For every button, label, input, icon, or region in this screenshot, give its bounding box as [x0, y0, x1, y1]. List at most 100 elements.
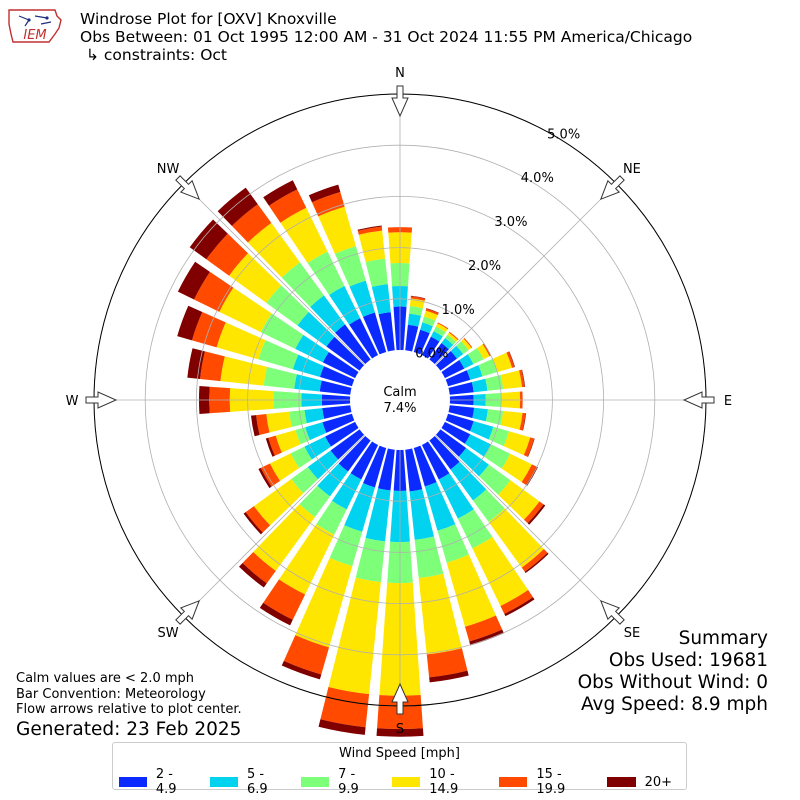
direction-label-NW: NW — [157, 162, 180, 177]
bar-segment-20-0 — [413, 329, 430, 355]
legend-item-3: 10 - 14.9 — [392, 767, 485, 797]
direction-label-SE: SE — [624, 626, 640, 641]
bar-segment-70-0 — [445, 370, 471, 387]
flow-arrow-shape-E — [682, 391, 715, 409]
bar-segment-140-5 — [524, 552, 549, 573]
bar-segment-240-1 — [304, 436, 331, 460]
radial-tick-label-3: 3.0% — [494, 215, 527, 230]
bar-segment-60-1 — [459, 354, 474, 369]
bar-segment-150-1 — [438, 473, 474, 519]
bar-segment-250-0 — [322, 413, 355, 433]
bar-segment-310-5 — [189, 219, 228, 260]
bar-segment-210-3 — [278, 524, 335, 595]
grid-spoke-45 — [435, 183, 617, 365]
bar-segment-350-3 — [358, 230, 386, 263]
legend-label-0: 2 - 4.9 — [155, 767, 177, 797]
bar-segment-200-3 — [295, 557, 353, 648]
bar-segment-320-5 — [217, 187, 258, 226]
bar-segment-110-5 — [527, 438, 535, 457]
bar-segment-110-0 — [445, 413, 474, 432]
bar-segment-30-1 — [430, 331, 443, 342]
bar-segment-120-4 — [521, 464, 537, 485]
bar-segment-290-5 — [177, 305, 203, 341]
bar-segment-320-3 — [247, 222, 300, 278]
flow-arrows-note: Flow arrows relative to plot center. — [16, 702, 242, 717]
bar-segment-350-1 — [371, 284, 391, 315]
radial-tick-label-2: 2.0% — [468, 259, 501, 274]
bar-segment-50-1 — [450, 345, 464, 359]
flow-arrow-SE — [599, 599, 625, 625]
bar-segment-150-4 — [500, 590, 534, 614]
bar-segment-300-1 — [295, 334, 329, 363]
bar-segment-20-1 — [420, 322, 433, 334]
flow-arrow-E — [682, 391, 715, 409]
bar-segment-140-0 — [429, 435, 460, 470]
bar-segment-130-1 — [458, 448, 489, 477]
bar-segment-70-4 — [506, 351, 515, 368]
windrose-chart: 0.0% 1.0% 2.0% 3.0% 4.0% 5.0% N NE E SE S SW W NW Calm… — [66, 66, 733, 737]
bar-segment-100-5 — [522, 413, 527, 431]
bar-segment-200-0 — [363, 445, 387, 488]
bar-segment-210-1 — [331, 473, 362, 510]
bar-segment-40-1 — [441, 338, 454, 350]
summary-heading: Summary — [678, 628, 768, 649]
bar-segment-350-5 — [357, 225, 382, 231]
bar-segment-310-3 — [229, 253, 282, 303]
bar-segment-340-4 — [311, 191, 345, 217]
bar-segment-120-3 — [501, 453, 532, 483]
bar-segment-110-3 — [503, 431, 531, 456]
bar-segment-290-1 — [292, 354, 324, 378]
logo-text: IEM — [23, 28, 46, 43]
bar-segment-240-5 — [258, 467, 272, 489]
legend-label-3: 10 - 14.9 — [429, 767, 459, 797]
bar-segment-150-2 — [457, 509, 493, 549]
bar-segment-140-4 — [521, 549, 548, 572]
bar-segment-190-4 — [320, 686, 370, 728]
bar-segment-160-5 — [469, 629, 504, 646]
bar-segment-250-1 — [305, 422, 327, 441]
bar-segment-70-1 — [466, 365, 483, 380]
bar-segment-140-2 — [473, 489, 505, 523]
bar-segment-220-4 — [242, 551, 276, 584]
bar-segment-240-4 — [260, 463, 281, 487]
bar-segment-160-2 — [437, 524, 469, 563]
flow-arrow-W — [85, 391, 118, 409]
flow-arrow-shape-NW — [175, 175, 201, 201]
bar-segment-70-2 — [478, 358, 498, 377]
bar-segment-320-1 — [310, 295, 346, 333]
bar-segment-70-5 — [508, 351, 515, 368]
calm-label: Calm — [383, 385, 416, 400]
bar-segment-260-4 — [256, 414, 270, 436]
bar-segment-340-1 — [349, 280, 375, 317]
bar-segment-170-0 — [405, 448, 423, 492]
bar-segment-10-1 — [407, 313, 422, 327]
bar-segment-80-3 — [500, 370, 523, 390]
bar-segment-190-1 — [365, 488, 391, 542]
bar-segment-170-4 — [426, 648, 468, 678]
bar-segment-120-1 — [464, 434, 491, 457]
summary-avg-speed: Avg Speed: 8.9 mph — [580, 694, 768, 715]
bar-segment-50-3 — [461, 338, 472, 351]
bar-segment-230-0 — [330, 429, 365, 460]
direction-label-NE: NE — [623, 162, 641, 177]
bar-segment-310-1 — [297, 311, 335, 347]
bar-segment-200-5 — [281, 660, 322, 680]
grid-spoke-225 — [183, 435, 365, 617]
flow-arrow-NW — [175, 175, 201, 201]
bar-segment-10-4 — [410, 296, 426, 301]
flow-arrow-SW — [175, 599, 201, 625]
label-layer: 0.0% 1.0% 2.0% 3.0% 4.0% 5.0% N NE E SE S SW W NW Calm… — [66, 66, 733, 737]
bar-segment-220-1 — [317, 463, 349, 497]
direction-label-S: S — [396, 722, 404, 737]
bar-segment-200-4 — [283, 635, 330, 675]
bar-segment-220-0 — [338, 435, 371, 472]
bar-segment-290-3 — [216, 322, 266, 360]
bar-segment-150-3 — [472, 536, 529, 606]
bar-segment-80-5 — [521, 369, 526, 387]
bar-segment-260-3 — [266, 411, 292, 433]
bar-segment-260-5 — [250, 415, 260, 437]
bar-segment-340-2 — [334, 246, 366, 287]
bar-segment-300-3 — [219, 287, 272, 333]
bar-segment-310-4 — [206, 233, 249, 276]
grid-spoke-315 — [183, 183, 365, 365]
